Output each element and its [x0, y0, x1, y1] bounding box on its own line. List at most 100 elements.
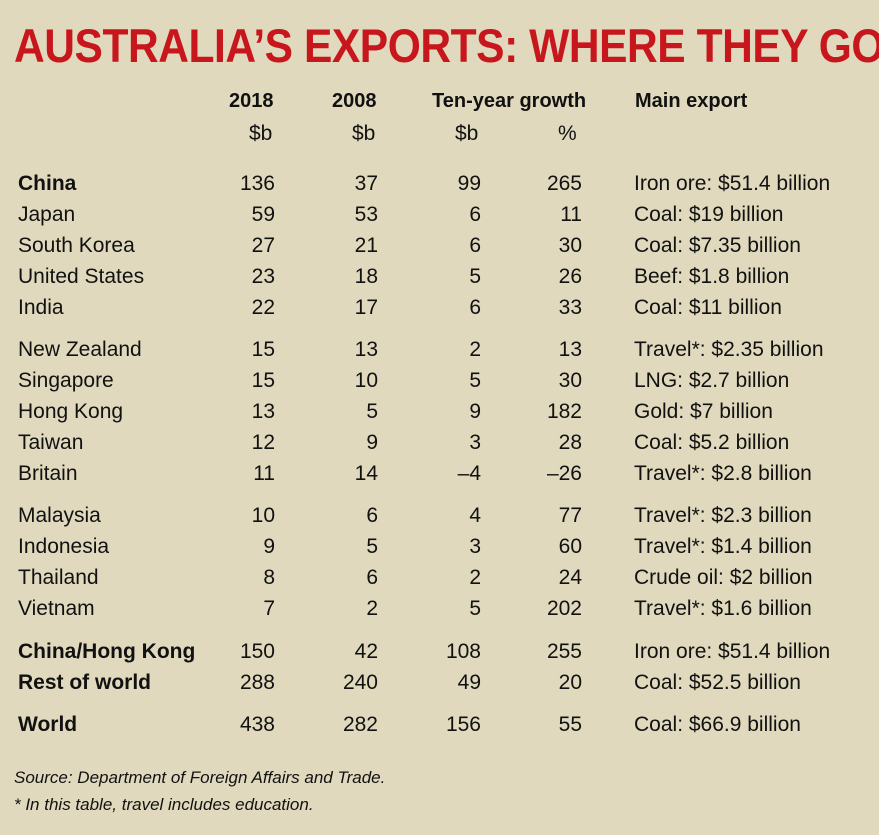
growth-dollars: 6 — [469, 203, 481, 226]
growth-percent: 55 — [558, 713, 582, 736]
country-name: New Zealand — [18, 338, 142, 361]
growth-percent: 202 — [546, 597, 582, 620]
value-2008: 5 — [366, 400, 378, 423]
value-2018: 59 — [251, 203, 275, 226]
footnote: * In this table, travel includes educati… — [14, 795, 314, 814]
table-row: Vietnam 7 2 5 202 Travel*: $1.6 billion — [0, 597, 879, 625]
country-name: Singapore — [18, 369, 114, 392]
value-2008: 2 — [366, 597, 378, 620]
main-export: Coal: $52.5 billion — [634, 671, 801, 694]
table-row: China 136 37 99 265 Iron ore: $51.4 billion — [0, 172, 879, 200]
growth-percent: 30 — [558, 234, 582, 257]
unit-2018: $b — [249, 122, 273, 145]
value-2008: 282 — [342, 713, 378, 736]
value-2018: 11 — [253, 462, 275, 485]
value-2018: 15 — [251, 338, 275, 361]
main-export: Travel*: $1.6 billion — [634, 597, 812, 620]
main-export: Iron ore: $51.4 billion — [634, 172, 831, 195]
growth-percent: 60 — [558, 535, 582, 558]
growth-dollars: 49 — [457, 671, 481, 694]
table-row: Taiwan 12 9 3 28 Coal: $5.2 billion — [0, 431, 879, 459]
growth-dollars: 5 — [469, 369, 481, 392]
table-row: Britain 11 14 –4 –26 Travel*: $2.8 billion — [0, 462, 879, 490]
country-name: Thailand — [18, 566, 99, 589]
value-2008: 37 — [354, 172, 378, 195]
value-2008: 13 — [354, 338, 378, 361]
value-2018: 15 — [251, 369, 275, 392]
main-export: Travel*: $1.4 billion — [634, 535, 812, 558]
growth-percent: 20 — [558, 671, 582, 694]
main-export: Travel*: $2.3 billion — [634, 504, 812, 527]
value-2018: 136 — [239, 172, 275, 195]
table-row: China/Hong Kong 150 42 108 255 Iron ore: $51.… — [0, 640, 879, 668]
country-name: Hong Kong — [18, 400, 124, 423]
table-row: World 438 282 156 55 Coal: $66.9 billion — [0, 713, 879, 741]
country-name: Malaysia — [18, 504, 101, 527]
main-export: Travel*: $2.35 billion — [634, 338, 824, 361]
growth-percent: 26 — [558, 265, 582, 288]
growth-dollars: 99 — [457, 172, 481, 195]
table-row: Malaysia 10 6 4 77 Travel*: $2.3 billion — [0, 504, 879, 532]
table-row: New Zealand 15 13 2 13 Travel*: $2.35 billion — [0, 338, 879, 366]
growth-dollars: 4 — [469, 504, 481, 527]
growth-dollars: 3 — [469, 431, 481, 454]
country-name: India — [18, 296, 64, 319]
main-export: Coal: $19 billion — [634, 203, 784, 226]
country-name: Vietnam — [18, 597, 95, 620]
table-row: United States 23 18 5 26 Beef: $1.8 billion — [0, 265, 879, 293]
country-name: Indonesia — [18, 535, 110, 558]
value-2018: 9 — [263, 535, 275, 558]
main-export: Coal: $7.35 billion — [634, 234, 801, 257]
main-export: Travel*: $2.8 billion — [634, 462, 812, 485]
value-2008: 10 — [354, 369, 378, 392]
table-row: Thailand 8 6 2 24 Crude oil: $2 billion — [0, 566, 879, 594]
unit-2008: $b — [352, 122, 376, 145]
value-2008: 53 — [354, 203, 378, 226]
growth-dollars: 5 — [469, 265, 481, 288]
header-main-export: Main export — [635, 90, 748, 112]
table-row: South Korea 27 21 6 30 Coal: $7.35 billion — [0, 234, 879, 262]
growth-dollars: 2 — [469, 338, 481, 361]
growth-dollars: –4 — [457, 462, 481, 485]
growth-percent: 77 — [558, 504, 582, 527]
value-2008: 42 — [354, 640, 378, 663]
header-2008: 2008 — [332, 90, 377, 112]
main-export: Coal: $66.9 billion — [634, 713, 801, 736]
value-2008: 240 — [342, 671, 378, 694]
growth-percent: 24 — [558, 566, 582, 589]
main-export: LNG: $2.7 billion — [634, 369, 790, 392]
growth-dollars: 108 — [445, 640, 481, 663]
country-name: China — [18, 172, 77, 195]
country-name: China/Hong Kong — [18, 640, 196, 663]
table-row: Hong Kong 13 5 9 182 Gold: $7 billion — [0, 400, 879, 428]
main-export: Coal: $11 billion — [634, 296, 782, 319]
value-2008: 14 — [354, 462, 378, 485]
growth-percent: 13 — [558, 338, 582, 361]
table-row: Japan 59 53 6 11 Coal: $19 billion — [0, 203, 879, 231]
value-2008: 6 — [366, 504, 378, 527]
growth-dollars: 6 — [469, 234, 481, 257]
country-name: World — [18, 713, 78, 736]
growth-percent: 33 — [558, 296, 582, 319]
table-row: Rest of world 288 240 49 20 Coal: $52.5 billi… — [0, 671, 879, 699]
value-2018: 22 — [251, 296, 275, 319]
country-name: South Korea — [18, 234, 135, 257]
value-2018: 12 — [251, 431, 275, 454]
value-2018: 23 — [251, 265, 275, 288]
source-note: Source: Department of Foreign Affairs an… — [14, 768, 386, 787]
value-2018: 8 — [263, 566, 275, 589]
country-name: Taiwan — [18, 431, 84, 454]
growth-dollars: 156 — [445, 713, 481, 736]
unit-growth-dollars: $b — [455, 122, 479, 145]
growth-percent: 265 — [546, 172, 582, 195]
value-2018: 7 — [263, 597, 275, 620]
value-2018: 10 — [251, 504, 275, 527]
main-export: Beef: $1.8 billion — [634, 265, 790, 288]
value-2008: 6 — [366, 566, 378, 589]
growth-percent: 28 — [558, 431, 582, 454]
value-2008: 18 — [354, 265, 378, 288]
table-row: India 22 17 6 33 Coal: $11 billion — [0, 296, 879, 324]
growth-percent: 11 — [560, 203, 582, 226]
page-title: AUSTRALIA’S EXPORTS: WHERE THEY GO — [14, 19, 879, 72]
country-name: Britain — [18, 462, 78, 485]
